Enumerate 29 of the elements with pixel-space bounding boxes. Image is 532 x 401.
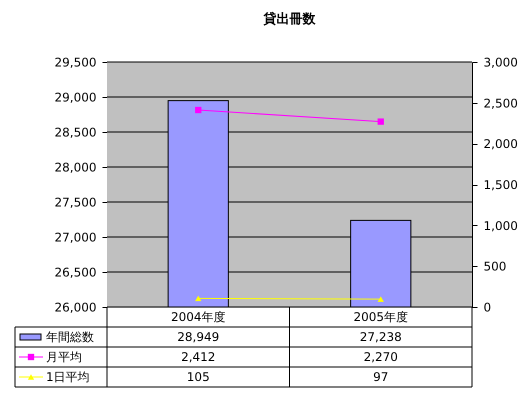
y2-tick-label: 0 xyxy=(484,300,492,314)
y-tick-label: 29,000 xyxy=(54,90,96,104)
y-tick-label: 27,500 xyxy=(54,196,96,210)
legend-label: 1日平均 xyxy=(46,370,90,384)
data-label: 2,270 xyxy=(364,350,398,364)
data-label: 27,238 xyxy=(360,330,402,344)
y-tick-label: 26,000 xyxy=(54,300,96,314)
x-tick-label: 2005年度 xyxy=(353,310,408,324)
x-tick-label: 2004年度 xyxy=(170,310,226,324)
y2-tick-label: 500 xyxy=(484,260,506,274)
y-tick-label: 26,500 xyxy=(54,266,96,280)
data-label: 97 xyxy=(373,370,388,384)
legend-label: 月平均 xyxy=(46,350,82,364)
y-tick-label: 29,500 xyxy=(54,56,96,70)
y-tick-label: 27,000 xyxy=(54,230,96,244)
point xyxy=(378,118,384,125)
legend-label: 年間総数 xyxy=(46,330,94,344)
chart-title: 貸出冊数 xyxy=(262,11,316,27)
y2-tick-label: 2,500 xyxy=(484,96,518,110)
data-label: 105 xyxy=(186,370,210,384)
y-tick-label: 28,000 xyxy=(54,160,96,174)
data-label: 2,412 xyxy=(181,350,216,364)
data-label: 28,949 xyxy=(177,330,220,344)
y2-tick-label: 1,000 xyxy=(484,218,518,233)
point xyxy=(195,106,202,114)
y2-tick-label: 3,000 xyxy=(484,56,518,70)
y-tick-label: 28,500 xyxy=(54,126,96,140)
y2-tick-label: 2,000 xyxy=(484,137,518,152)
y2-tick-label: 1,500 xyxy=(484,178,518,192)
